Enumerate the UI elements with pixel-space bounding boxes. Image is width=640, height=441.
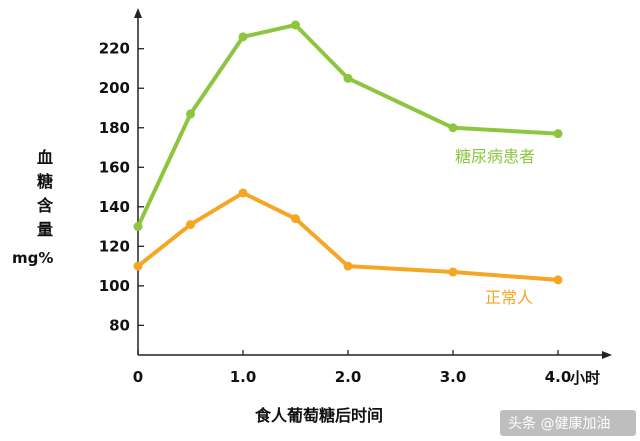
y-axis-title-char: 量: [37, 220, 53, 239]
y-tick-label: 100: [99, 277, 130, 295]
x-ticks: 0 1.0 2.0 3.0 4.0: [133, 350, 572, 386]
y-tick-label: 220: [99, 40, 130, 58]
data-point: [448, 267, 458, 277]
data-point: [343, 73, 353, 83]
data-point: [291, 214, 300, 224]
data-point: [186, 109, 195, 119]
y-tick-label: 200: [99, 79, 130, 97]
data-point: [133, 261, 143, 271]
y-axis-title-char: 含: [37, 196, 54, 215]
y-tick-label: 160: [99, 158, 130, 176]
series-label-normal: 正常人: [485, 288, 533, 307]
data-point: [238, 32, 248, 42]
data-point: [553, 275, 563, 285]
series-group: [133, 20, 563, 285]
y-axis-title-char: 糖: [37, 172, 53, 191]
x-unit-label: 小时: [570, 369, 600, 387]
x-tick-label: 1.0: [230, 368, 257, 386]
y-tick-label: 120: [99, 237, 130, 255]
data-point: [448, 123, 458, 133]
data-point: [186, 220, 195, 230]
y-tick-label: 80: [109, 316, 130, 334]
data-point: [343, 261, 353, 271]
x-tick-label: 2.0: [335, 368, 362, 386]
x-tick-label: 0: [133, 368, 143, 386]
x-tick-label: 3.0: [440, 368, 467, 386]
axes: [134, 8, 612, 359]
data-point: [291, 20, 300, 30]
y-axis-arrow: [134, 8, 142, 18]
x-tick-label: 4.0: [545, 368, 572, 386]
series-line-0: [136, 23, 560, 229]
data-point: [238, 188, 248, 198]
y-ticks: 80 100 120 140 160 180 200 220: [99, 40, 144, 334]
series-label-diabetic: 糖尿病患者: [455, 147, 535, 166]
y-unit-label: mg%: [12, 249, 53, 267]
watermark: 头条 @健康加油: [508, 415, 610, 432]
y-axis-title-char: 血: [37, 148, 53, 167]
y-tick-label: 180: [99, 119, 130, 137]
data-point: [553, 129, 563, 139]
y-tick-label: 140: [99, 198, 130, 216]
data-point: [133, 222, 143, 232]
watermark-bg: [500, 410, 636, 436]
x-axis-arrow: [602, 351, 612, 359]
x-axis-title: 食人葡萄糖后时间: [254, 406, 383, 425]
